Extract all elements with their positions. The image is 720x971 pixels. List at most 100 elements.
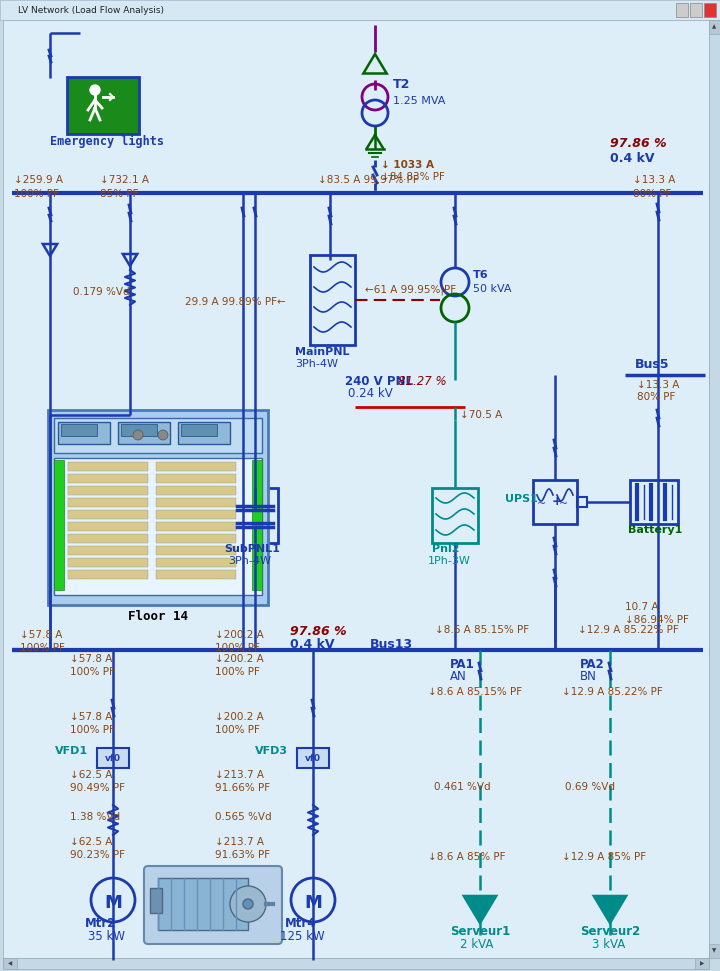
Text: 3Ph-4W: 3Ph-4W: [228, 556, 271, 566]
Text: 85% PF: 85% PF: [100, 189, 138, 199]
FancyBboxPatch shape: [144, 866, 282, 944]
Text: 80% PF: 80% PF: [637, 392, 675, 402]
Bar: [68, 462, 148, 471]
Text: 100% PF: 100% PF: [14, 189, 59, 199]
Text: 100% PF: 100% PF: [215, 643, 260, 653]
FancyBboxPatch shape: [48, 410, 268, 605]
Text: ↓ 1033 A: ↓ 1033 A: [381, 160, 434, 170]
Bar: [178, 422, 230, 444]
Text: 97.86 %: 97.86 %: [610, 137, 667, 150]
Text: 50 kVA: 50 kVA: [473, 284, 511, 294]
Text: ▶: ▶: [700, 961, 704, 966]
Bar: [54, 458, 262, 595]
Text: 91.66% PF: 91.66% PF: [215, 783, 270, 793]
Text: +: +: [552, 495, 562, 508]
Text: Mtr2: Mtr2: [85, 917, 117, 930]
Polygon shape: [464, 896, 496, 923]
Bar: [68, 510, 148, 519]
Bar: [432, 488, 478, 543]
Bar: [68, 534, 148, 543]
Text: VFD1: VFD1: [55, 746, 88, 756]
Text: AN: AN: [450, 670, 467, 683]
Text: ↓70.5 A: ↓70.5 A: [460, 410, 503, 420]
Text: 0.4 kV: 0.4 kV: [610, 152, 654, 165]
Text: 90.23% PF: 90.23% PF: [70, 850, 125, 860]
Text: 100% PF: 100% PF: [215, 725, 260, 735]
Text: ↓62.5 A: ↓62.5 A: [70, 770, 112, 780]
Text: 100% PF: 100% PF: [215, 667, 260, 677]
Bar: [158, 878, 248, 930]
Bar: [3, 958, 709, 969]
Text: 0.24 kV: 0.24 kV: [348, 387, 392, 400]
Bar: [156, 486, 236, 495]
Bar: [68, 486, 148, 495]
Text: 35 kW: 35 kW: [88, 930, 125, 943]
Bar: [630, 480, 678, 524]
Bar: [156, 522, 236, 531]
Text: 0.179 %Vd: 0.179 %Vd: [73, 287, 130, 297]
Circle shape: [133, 430, 143, 440]
Text: 10.7 A: 10.7 A: [625, 602, 659, 612]
Text: ▼: ▼: [712, 949, 716, 954]
Text: 91.63% PF: 91.63% PF: [215, 850, 270, 860]
Text: LV Network (Load Flow Analysis): LV Network (Load Flow Analysis): [18, 6, 164, 15]
Text: Bus13: Bus13: [370, 638, 413, 651]
Bar: [68, 558, 148, 567]
Text: 3Ph-4W: 3Ph-4W: [295, 359, 338, 369]
Bar: [252, 460, 262, 590]
Bar: [68, 546, 148, 555]
Text: 3 kVA: 3 kVA: [592, 938, 625, 951]
Text: Floor 14: Floor 14: [128, 610, 188, 623]
Text: M: M: [304, 894, 322, 912]
Text: 0.461 %Vd: 0.461 %Vd: [434, 782, 490, 792]
Text: ~: ~: [559, 499, 568, 509]
Bar: [709, 20, 720, 958]
Polygon shape: [594, 896, 626, 923]
Bar: [97, 748, 129, 768]
Text: ↓8.6 A 85% PF: ↓8.6 A 85% PF: [428, 852, 505, 862]
Text: PA1: PA1: [450, 658, 474, 671]
Text: ↓12.9 A 85% PF: ↓12.9 A 85% PF: [562, 852, 646, 862]
Text: 29.9 A 99.89% PF←: 29.9 A 99.89% PF←: [185, 297, 286, 307]
Text: VFD3: VFD3: [255, 746, 288, 756]
Text: 0.4 kV: 0.4 kV: [290, 638, 335, 651]
Text: 100% PF: 100% PF: [70, 725, 115, 735]
Bar: [3, 958, 17, 969]
Text: T2: T2: [393, 78, 410, 91]
Text: Mtr4: Mtr4: [285, 917, 317, 930]
Text: SubPNL1: SubPNL1: [224, 544, 280, 554]
Text: 2 kVA: 2 kVA: [460, 938, 493, 951]
Bar: [156, 534, 236, 543]
Text: MainPNL: MainPNL: [295, 347, 349, 357]
Text: Serveur2: Serveur2: [580, 925, 640, 938]
Text: ↓57.8 A: ↓57.8 A: [70, 654, 112, 664]
Bar: [68, 474, 148, 483]
Text: ↓12.9 A 85.22% PF: ↓12.9 A 85.22% PF: [578, 625, 679, 635]
Bar: [181, 424, 217, 436]
Text: ↓259.9 A: ↓259.9 A: [14, 175, 63, 185]
Text: vf0: vf0: [105, 753, 121, 762]
Text: ↓213.7 A: ↓213.7 A: [215, 837, 264, 847]
Text: ↓732.1 A: ↓732.1 A: [100, 175, 149, 185]
Text: Bus5: Bus5: [635, 358, 670, 371]
Bar: [156, 462, 236, 471]
Text: T6: T6: [473, 270, 489, 280]
Bar: [156, 570, 236, 579]
Text: vf0: vf0: [305, 753, 321, 762]
Text: 100% PF: 100% PF: [20, 643, 65, 653]
Bar: [297, 748, 329, 768]
Bar: [118, 422, 170, 444]
Text: ↓213.7 A: ↓213.7 A: [215, 770, 264, 780]
Bar: [68, 498, 148, 507]
Text: ↓57.8 A: ↓57.8 A: [70, 712, 112, 722]
Bar: [577, 497, 587, 507]
Text: ↓13.3 A: ↓13.3 A: [633, 175, 675, 185]
Bar: [156, 474, 236, 483]
Text: 0.565 %Vd: 0.565 %Vd: [215, 812, 271, 822]
Text: ↓86.94% PF: ↓86.94% PF: [625, 615, 689, 625]
Bar: [156, 510, 236, 519]
Bar: [54, 418, 262, 453]
Text: ▲: ▲: [712, 24, 716, 29]
Circle shape: [243, 899, 253, 909]
Text: Battery1: Battery1: [628, 525, 683, 535]
